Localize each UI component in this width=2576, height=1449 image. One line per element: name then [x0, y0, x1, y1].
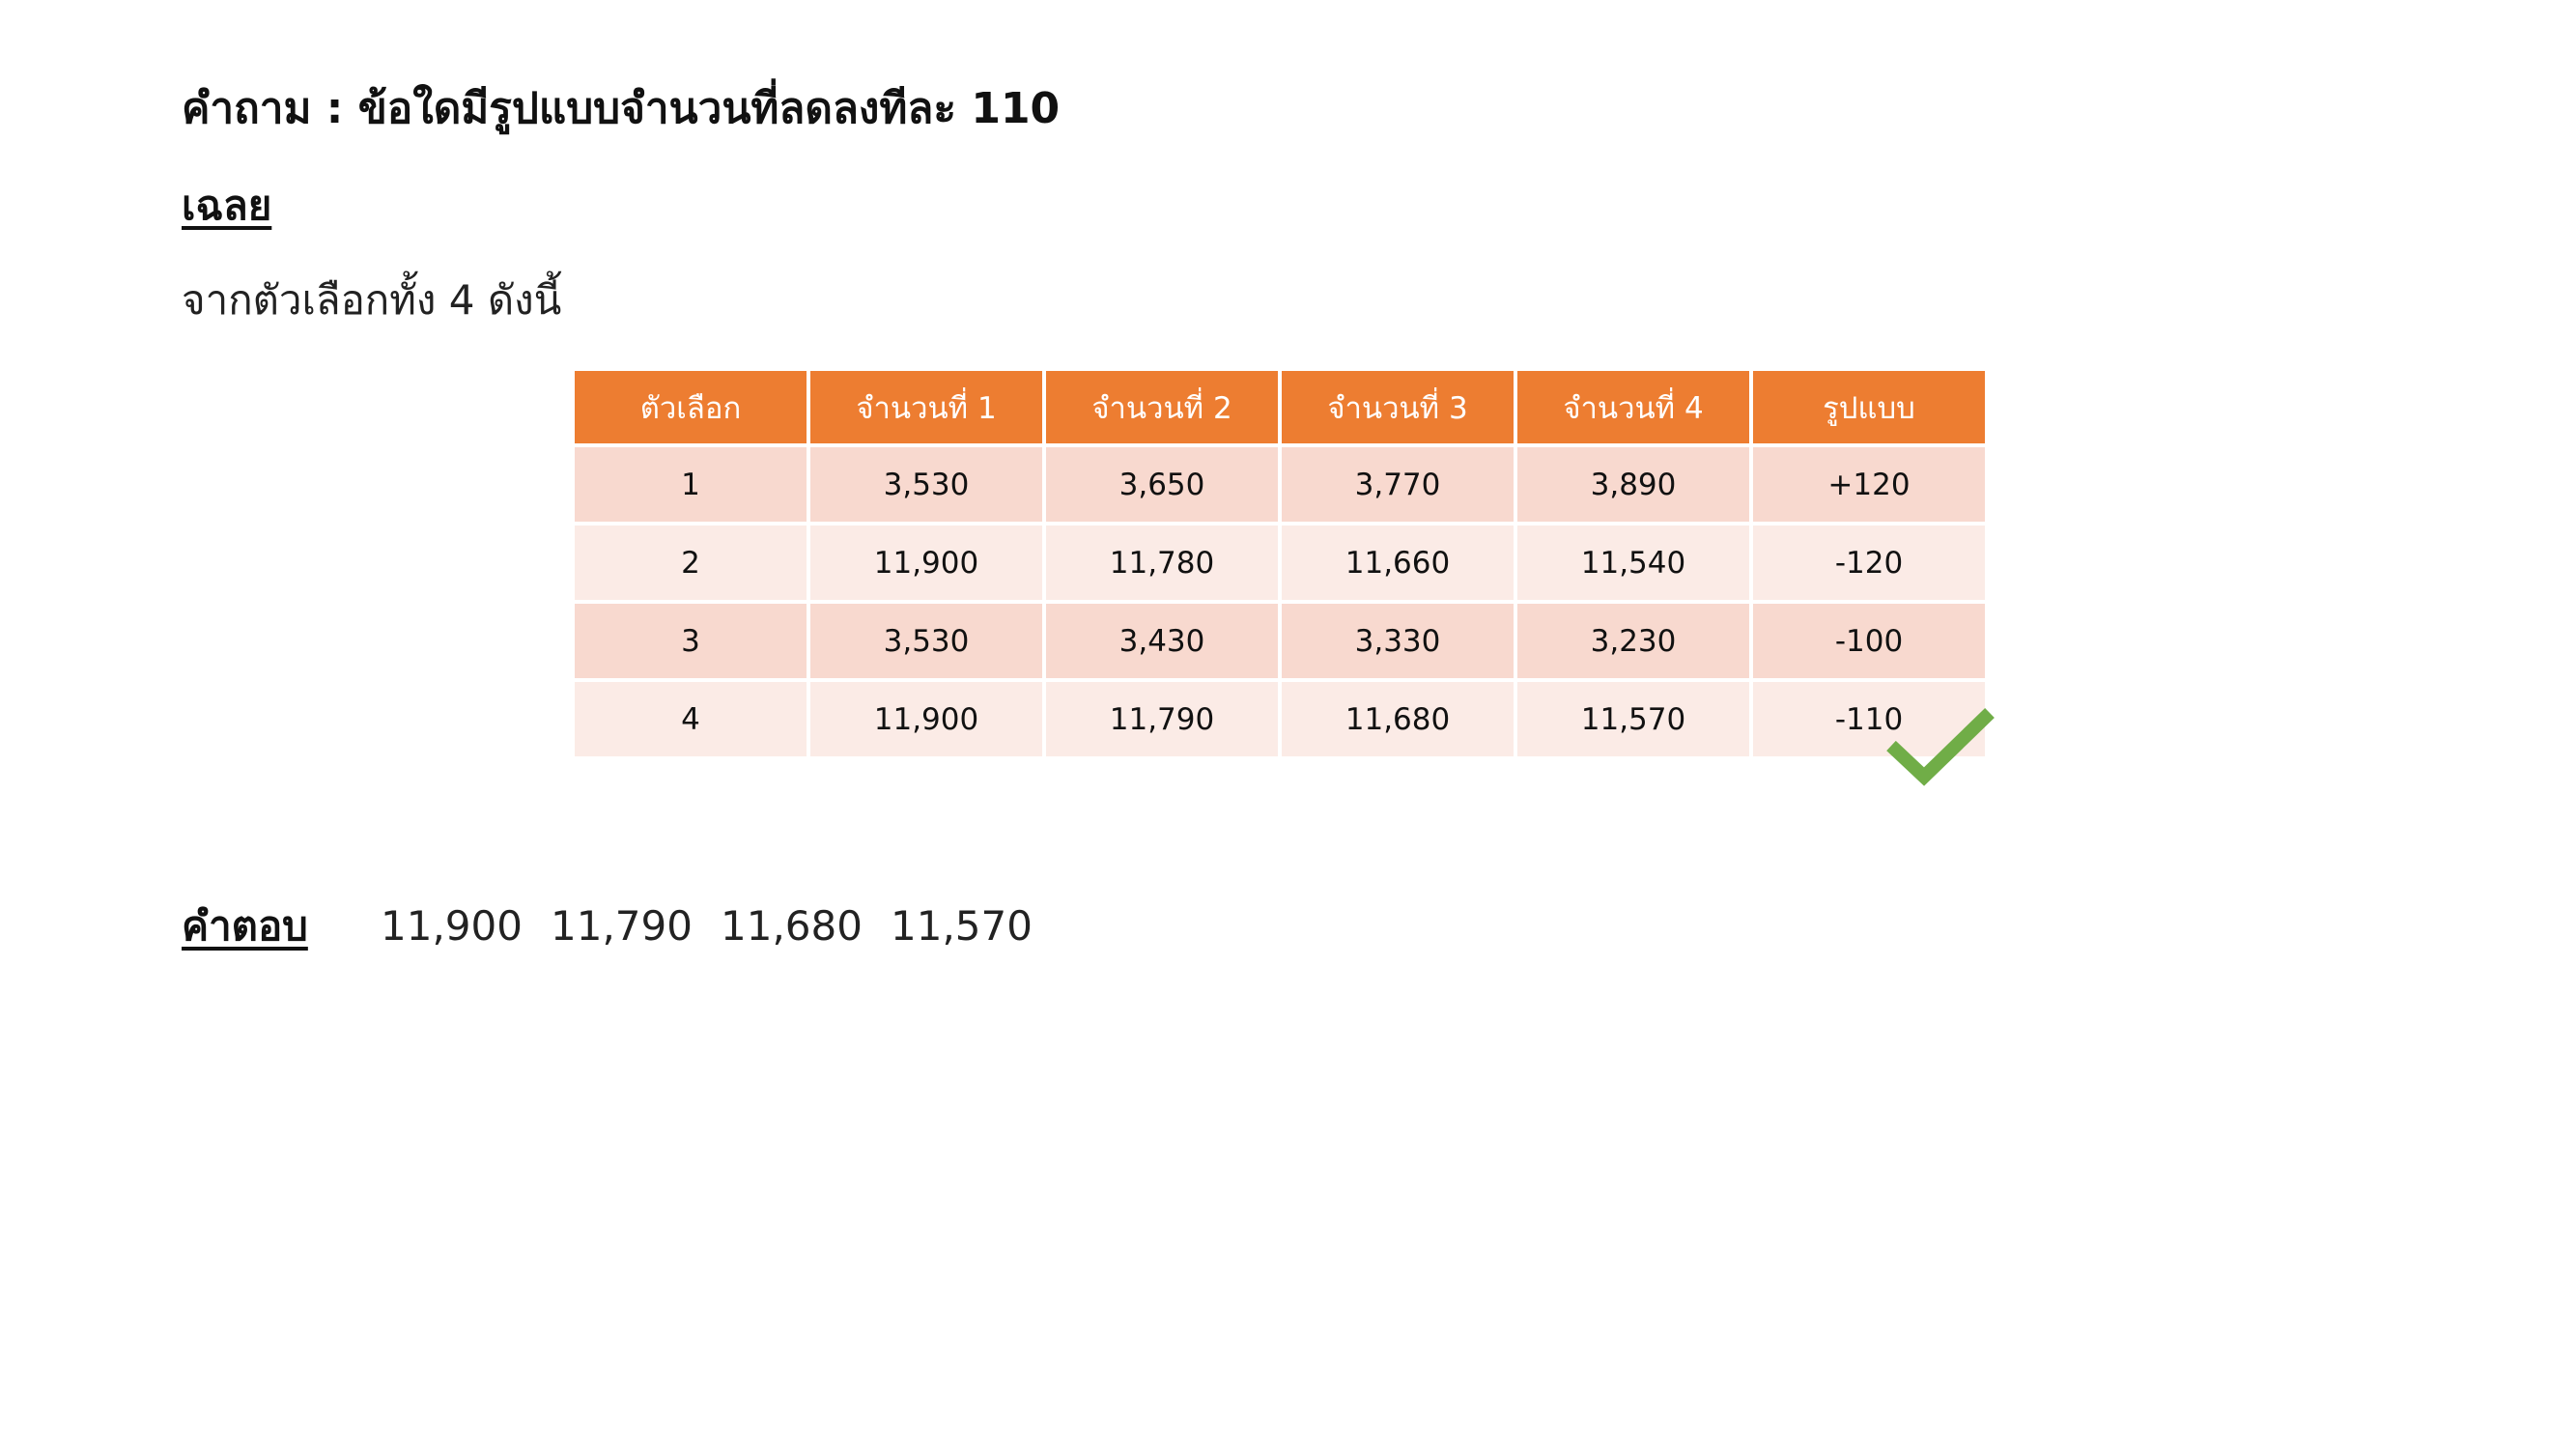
option-cell: 3 [575, 604, 807, 678]
header-number-2: จำนวนที่ 2 [1046, 371, 1278, 443]
number-cell: 3,650 [1046, 447, 1278, 522]
pattern-cell: -100 [1753, 604, 1985, 678]
number-cell: 3,530 [810, 447, 1042, 522]
number-cell: 11,540 [1517, 526, 1749, 600]
question-text: คำถาม : ข้อใดมีรูปแบบจำนวนที่ลดลงทีละ 11… [182, 84, 1061, 133]
header-number-1: จำนวนที่ 1 [810, 371, 1042, 443]
option-cell: 1 [575, 447, 807, 522]
pattern-cell: -120 [1753, 526, 1985, 600]
table-row: 2 11,900 11,780 11,660 11,540 -120 [575, 526, 1985, 600]
number-cell: 3,890 [1517, 447, 1749, 522]
number-cell: 11,680 [1282, 682, 1514, 756]
number-cell: 3,770 [1282, 447, 1514, 522]
option-cell: 2 [575, 526, 807, 600]
option-cell: 4 [575, 682, 807, 756]
number-cell: 11,900 [810, 526, 1042, 600]
number-cell: 11,900 [810, 682, 1042, 756]
pattern-cell: +120 [1753, 447, 1985, 522]
table-row: 1 3,530 3,650 3,770 3,890 +120 [575, 447, 1985, 522]
answer-value-1: 11,900 [381, 902, 523, 950]
header-number-4: จำนวนที่ 4 [1517, 371, 1749, 443]
header-pattern: รูปแบบ [1753, 371, 1985, 443]
header-option: ตัวเลือก [575, 371, 807, 443]
number-cell: 11,780 [1046, 526, 1278, 600]
checkmark-icon [1886, 707, 1995, 786]
table-row-correct: 4 11,900 11,790 11,680 11,570 -110 [575, 682, 1985, 756]
answer-value-2: 11,790 [551, 902, 693, 950]
number-cell: 3,230 [1517, 604, 1749, 678]
table-row: 3 3,530 3,430 3,330 3,230 -100 [575, 604, 1985, 678]
number-cell: 3,530 [810, 604, 1042, 678]
table-header-row: ตัวเลือก จำนวนที่ 1 จำนวนที่ 2 จำนวนที่ … [575, 371, 1985, 443]
number-cell: 11,660 [1282, 526, 1514, 600]
header-number-3: จำนวนที่ 3 [1282, 371, 1514, 443]
solution-intro: จากตัวเลือกทั้ง 4 ดังนี้ [182, 276, 562, 324]
solution-label: เฉลย [182, 182, 272, 229]
number-cell: 3,330 [1282, 604, 1514, 678]
pattern-cell: -110 [1753, 682, 1985, 756]
number-cell: 11,790 [1046, 682, 1278, 756]
answer-label: คำตอบ [182, 902, 308, 950]
options-table: ตัวเลือก จำนวนที่ 1 จำนวนที่ 2 จำนวนที่ … [571, 367, 1989, 760]
number-cell: 3,430 [1046, 604, 1278, 678]
number-cell: 11,570 [1517, 682, 1749, 756]
answer-value-3: 11,680 [721, 902, 863, 950]
answer-value-4: 11,570 [891, 902, 1033, 950]
